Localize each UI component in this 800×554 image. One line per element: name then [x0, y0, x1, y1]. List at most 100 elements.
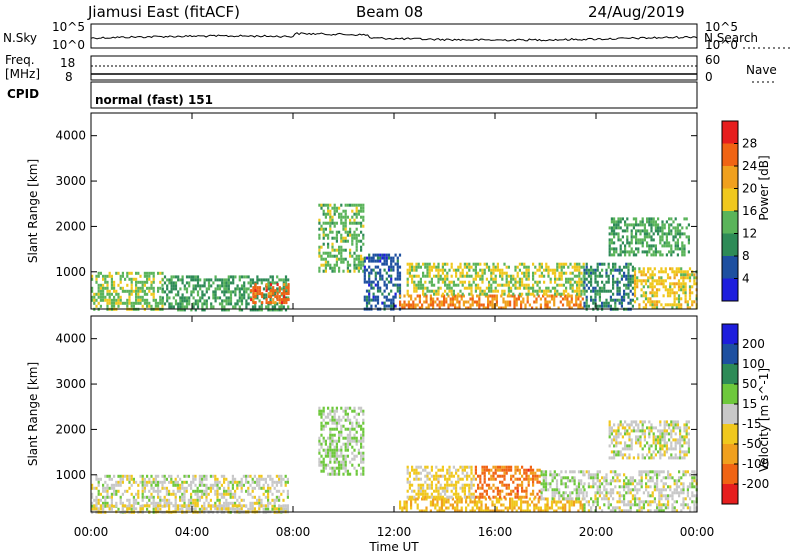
range-gate-cell: [651, 491, 654, 495]
range-gate-cell: [370, 280, 373, 284]
range-gate-cell: [331, 442, 334, 446]
range-gate-cell: [379, 286, 382, 290]
range-gate-cell: [443, 500, 446, 504]
range-gate-cell: [480, 503, 483, 507]
range-gate-cell: [528, 303, 531, 307]
range-gate-cell: [683, 250, 686, 254]
range-gate-cell: [659, 441, 662, 445]
range-gate-cell: [625, 274, 628, 278]
range-gate-cell: [633, 288, 637, 292]
range-gate-cell: [661, 444, 664, 448]
range-gate-cell: [631, 488, 634, 492]
range-gate-cell: [426, 268, 429, 272]
range-gate-cell: [620, 277, 623, 281]
range-gate-cell: [496, 492, 499, 496]
range-gate-cell: [154, 477, 157, 481]
range-gate-cell: [97, 283, 100, 287]
range-gate-cell: [181, 293, 184, 297]
range-gate-cell: [207, 287, 211, 291]
range-gate-cell: [267, 483, 270, 487]
range-gate-cell: [360, 221, 363, 225]
range-gate-cell: [331, 236, 334, 240]
range-gate-cell: [362, 469, 365, 473]
range-gate-cell: [691, 482, 694, 486]
range-gate-cell: [346, 406, 349, 410]
range-gate-cell: [590, 473, 593, 477]
range-gate-cell: [570, 500, 573, 504]
range-gate-cell: [154, 489, 157, 493]
range-gate-cell: [346, 215, 349, 219]
range-gate-cell: [482, 509, 485, 513]
range-gate-cell: [271, 498, 274, 502]
range-gate-cell: [573, 479, 576, 483]
range-gate-cell: [436, 509, 439, 513]
range-gate-cell: [634, 503, 637, 507]
range-gate-cell: [419, 283, 422, 287]
range-gate-cell: [470, 465, 473, 469]
range-gate-cell: [132, 504, 135, 508]
range-gate-cell: [650, 226, 653, 230]
range-gate-cell: [605, 268, 608, 272]
range-gate-cell: [517, 297, 520, 301]
range-gate-cell: [662, 294, 665, 298]
range-gate-cell: [273, 501, 276, 505]
range-gate-cell: [461, 280, 464, 284]
range-gate-cell: [592, 485, 595, 489]
range-gate-cell: [671, 306, 674, 310]
range-gate-cell: [452, 289, 455, 293]
range-gate-cell: [499, 489, 502, 493]
range-gate-cell: [480, 500, 483, 504]
range-gate-cell: [318, 448, 321, 452]
range-gate-cell: [441, 489, 444, 493]
range-gate-cell: [108, 295, 111, 299]
range-gate-cell: [448, 474, 451, 478]
range-gate-cell: [95, 507, 98, 511]
range-gate-cell: [686, 494, 689, 498]
range-gate-cell: [272, 301, 275, 305]
range-gate-cell: [630, 420, 633, 424]
range-gate-cell: [132, 501, 135, 505]
range-gate-cell: [225, 501, 228, 505]
range-gate-cell: [154, 474, 157, 478]
range-gate-cell: [660, 276, 663, 280]
range-gate-cell: [524, 306, 527, 310]
range-gate-cell: [575, 491, 578, 495]
range-gate-cell: [536, 477, 539, 481]
range-gate-cell: [566, 294, 569, 298]
range-gate-cell: [340, 451, 343, 455]
range-gate-cell: [267, 301, 270, 305]
range-gate-cell: [617, 232, 620, 236]
range-gate-cell: [439, 274, 442, 278]
range-gate-cell: [668, 244, 671, 248]
range-gate-cell: [664, 503, 667, 507]
range-gate-cell: [549, 268, 552, 272]
range-gate-cell: [551, 494, 554, 498]
range-gate-cell: [608, 238, 611, 242]
range-gate-cell: [573, 488, 576, 492]
range-gate-cell: [444, 268, 447, 272]
range-gate-cell: [318, 218, 321, 222]
range-gate-cell: [641, 223, 644, 227]
range-gate-cell: [176, 486, 179, 490]
range-gate-cell: [511, 503, 514, 507]
range-gate-cell: [447, 497, 450, 501]
range-gate-cell: [507, 483, 510, 487]
range-gate-cell: [675, 267, 678, 271]
range-gate-cell: [469, 297, 472, 301]
range-gate-cell: [612, 298, 615, 302]
range-gate-cell: [592, 479, 595, 483]
range-gate-cell: [362, 421, 365, 425]
range-gate-cell: [234, 275, 237, 279]
range-gate-cell: [581, 297, 584, 301]
range-gate-cell: [351, 236, 354, 240]
range-gate-cell: [688, 297, 692, 301]
range-gate-cell: [630, 232, 633, 236]
range-gate-cell: [329, 227, 332, 231]
range-gate-cell: [529, 292, 532, 296]
range-gate-cell: [159, 507, 162, 511]
range-gate-cell: [539, 306, 542, 310]
range-gate-cell: [481, 271, 484, 275]
range-gate-cell: [540, 494, 543, 498]
range-gate-cell: [507, 289, 510, 293]
range-gate-cell: [596, 280, 599, 284]
